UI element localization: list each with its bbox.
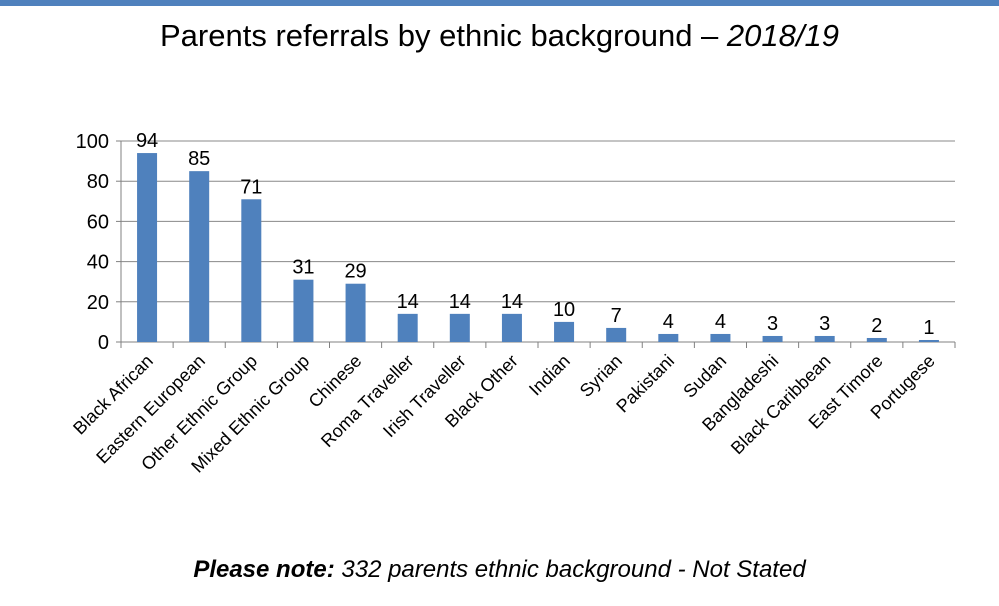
data-label: 85 bbox=[188, 148, 210, 170]
bar bbox=[345, 283, 366, 342]
data-label: 14 bbox=[397, 291, 419, 313]
data-label: 2 bbox=[871, 315, 882, 337]
bar bbox=[762, 335, 783, 342]
bar bbox=[814, 335, 835, 342]
footnote-label: Please note: bbox=[193, 556, 335, 583]
bar bbox=[293, 279, 314, 342]
data-label: 14 bbox=[449, 291, 471, 313]
y-tick-label: 100 bbox=[76, 131, 109, 153]
bar bbox=[137, 153, 158, 342]
bar bbox=[241, 199, 262, 342]
data-label: 4 bbox=[715, 311, 726, 333]
footnote-text: 332 parents ethnic background - Not Stat… bbox=[334, 556, 806, 583]
bar bbox=[710, 333, 731, 342]
data-label: 4 bbox=[663, 311, 674, 333]
x-tick-label: Indian bbox=[525, 351, 574, 400]
data-label: 71 bbox=[240, 176, 262, 198]
bar bbox=[866, 337, 887, 342]
y-tick-label: 80 bbox=[87, 171, 109, 193]
bar bbox=[554, 321, 575, 342]
data-label: 94 bbox=[136, 130, 158, 152]
data-label: 3 bbox=[819, 313, 830, 335]
chart-title: Parents referrals by ethnic background –… bbox=[0, 18, 999, 54]
y-tick-label: 60 bbox=[87, 211, 109, 233]
bar bbox=[501, 313, 522, 342]
data-label: 29 bbox=[344, 261, 366, 283]
data-label: 31 bbox=[292, 257, 314, 279]
y-tick-label: 0 bbox=[98, 332, 109, 354]
bar bbox=[918, 339, 939, 342]
data-label: 10 bbox=[553, 299, 575, 321]
data-label: 1 bbox=[923, 317, 934, 339]
x-tick-label: Pakistani bbox=[612, 351, 678, 417]
y-tick-label: 20 bbox=[87, 292, 109, 314]
x-tick-label: Syrian bbox=[576, 351, 626, 401]
bar bbox=[449, 313, 470, 342]
bar bbox=[189, 171, 210, 342]
bar bbox=[606, 327, 627, 342]
x-tick-label: Sudan bbox=[679, 351, 730, 402]
chart-title-main: Parents referrals by ethnic background – bbox=[160, 18, 727, 53]
data-label: 7 bbox=[611, 305, 622, 327]
bar bbox=[658, 333, 679, 342]
y-tick-label: 40 bbox=[87, 252, 109, 274]
data-label: 3 bbox=[767, 313, 778, 335]
top-rule bbox=[0, 0, 999, 6]
x-tick-label: Roma Traveller bbox=[317, 351, 417, 451]
footnote: Please note: 332 parents ethnic backgrou… bbox=[0, 556, 999, 584]
bar bbox=[397, 313, 418, 342]
data-label: 14 bbox=[501, 291, 523, 313]
chart-title-period: 2018/19 bbox=[726, 18, 839, 53]
